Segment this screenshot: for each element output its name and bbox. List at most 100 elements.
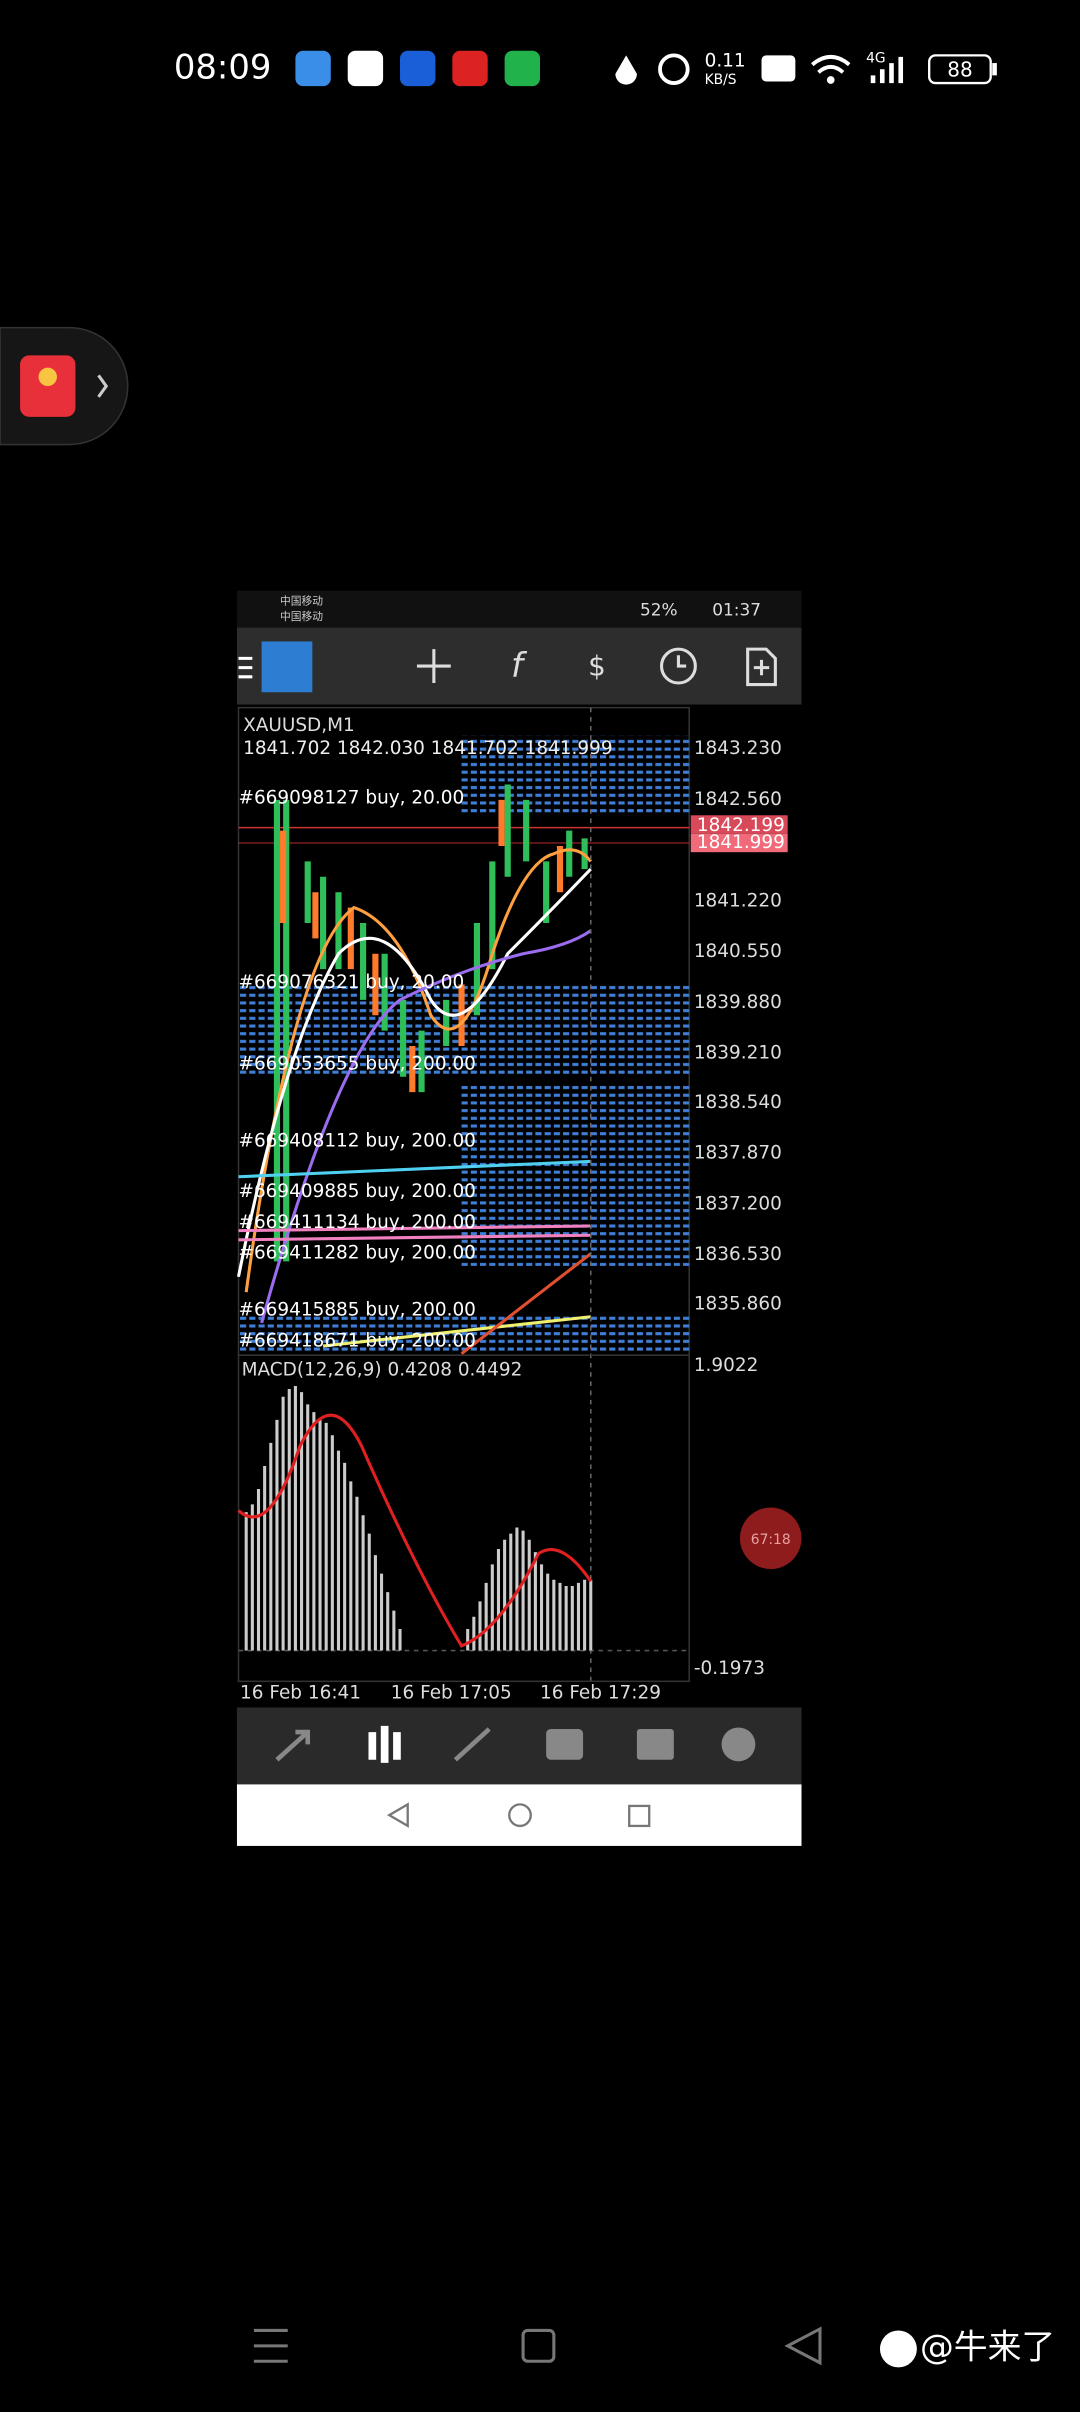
wifi-icon (811, 55, 851, 74)
carrier: 中国移动 (280, 594, 323, 607)
price-tag (690, 833, 788, 853)
price-label: 1842.560 (694, 789, 782, 810)
net-speed: 0.11 (705, 51, 746, 72)
inner-nav-bar (236, 1784, 802, 1846)
net-unit: KB/S (705, 72, 737, 88)
order-cluster (238, 1315, 690, 1356)
macd-label: MACD(12,26,9) 0.4208 0.4492 (242, 1360, 523, 1381)
battery-tip (992, 63, 997, 76)
candles (280, 799, 564, 1093)
home-button[interactable] (508, 1803, 532, 1828)
price-label: 1837.870 (694, 1143, 782, 1164)
trade-icon[interactable]: $ (588, 650, 606, 683)
watermark-logo (879, 2330, 917, 2368)
time-label: 16 Feb 16:41 (240, 1683, 361, 1704)
macd-scale: -0.1973 (694, 1658, 765, 1679)
chart-tab[interactable] (368, 1725, 401, 1763)
price-label: 1839.880 (694, 992, 782, 1013)
tab-icons (275, 1725, 756, 1763)
network-type: 4G (866, 50, 886, 66)
app-icon (452, 50, 488, 87)
timer-text: 67:18 (751, 1532, 791, 1548)
macd-scale: 1.9022 (694, 1355, 759, 1376)
app-icon (347, 50, 384, 87)
macd-frame (237, 1354, 690, 1683)
inner-status-bar (236, 590, 802, 628)
current-price: 1841.999 (697, 832, 785, 853)
red-packet-icon (20, 355, 76, 417)
time-label: 16 Feb 17:05 (391, 1683, 512, 1704)
order-label: #669411282 buy, 200.00 (238, 1243, 475, 1264)
history-tab[interactable] (546, 1729, 584, 1760)
carrier: 中国移动 (280, 610, 323, 623)
price-label: 1841.220 (694, 890, 782, 911)
order-label: #669409885 buy, 200.00 (238, 1181, 475, 1202)
tab-bar (236, 1707, 802, 1785)
back-button[interactable] (386, 1802, 409, 1828)
watermark: @牛来了 (920, 2327, 1055, 2366)
app-logo[interactable] (261, 641, 313, 693)
battery-level: 88 (947, 57, 972, 81)
moving-average (244, 848, 592, 1293)
candles (273, 784, 588, 1262)
price-label: 1837.200 (694, 1193, 782, 1214)
app-icon (295, 50, 331, 87)
status-icons (295, 50, 997, 87)
time-label: 16 Feb 17:29 (540, 1683, 661, 1704)
order-label: #669076321 buy, 20.00 (238, 972, 464, 993)
order-cluster (461, 1084, 690, 1266)
macd-histogram (244, 1385, 593, 1651)
back-button[interactable] (784, 2326, 822, 2366)
chevron (97, 374, 109, 398)
chart-area (236, 706, 788, 1682)
price-label: 1838.540 (694, 1092, 782, 1113)
order-label: #669415885 buy, 200.00 (238, 1300, 475, 1321)
news-tab[interactable] (636, 1729, 674, 1760)
order-label: #669418671 buy, 200.00 (238, 1330, 475, 1351)
current-price: 1842.199 (697, 815, 785, 836)
battery-icon (928, 54, 992, 85)
home-button[interactable] (521, 2328, 556, 2363)
order-label: #669408112 buy, 200.00 (238, 1130, 475, 1151)
clock: 08:09 (174, 48, 272, 87)
toolbar (236, 627, 802, 705)
battery-level: 52% (640, 600, 678, 620)
clock-icon[interactable] (659, 647, 697, 685)
ohlc: 1841.702 1842.030 1841.702 1841.999 (243, 738, 612, 759)
alarm-icon (658, 53, 690, 85)
quotes-tab[interactable] (275, 1729, 311, 1762)
hd-icon (761, 55, 796, 82)
order-label: #669053655 buy, 200.00 (238, 1053, 475, 1074)
clock: 01:37 (712, 600, 761, 620)
price-label: 1839.210 (694, 1043, 782, 1064)
recent-button[interactable] (628, 1804, 651, 1828)
crosshair-icon[interactable] (416, 649, 451, 683)
order-line (238, 1224, 591, 1242)
app-icon (400, 50, 436, 87)
macd-area (237, 1354, 690, 1683)
trade-tab[interactable] (453, 1727, 491, 1762)
menu-icon[interactable] (238, 656, 253, 679)
moving-average (260, 929, 592, 1324)
symbol: XAUUSD,M1 (243, 715, 355, 736)
order-line (322, 1315, 591, 1348)
order-label: #669411134 buy, 200.00 (238, 1212, 475, 1233)
order-label: #669098127 buy, 20.00 (238, 787, 464, 808)
drop-icon (615, 55, 637, 85)
new-order-icon[interactable] (746, 647, 777, 687)
price-tag (690, 815, 788, 834)
price-label: 1835.860 (694, 1293, 782, 1314)
signal-icon (870, 56, 904, 84)
floating-timer[interactable] (739, 1507, 802, 1570)
clock-hands (676, 655, 687, 668)
moving-average (236, 868, 592, 1278)
price-label: 1840.550 (694, 941, 782, 962)
order-line (238, 1159, 591, 1179)
macd-signal (237, 1413, 593, 1648)
price-label: 1836.530 (694, 1244, 782, 1265)
chat-tab[interactable] (721, 1727, 756, 1762)
menu-button[interactable] (253, 2328, 288, 2363)
price-label: 1843.230 (694, 738, 782, 759)
